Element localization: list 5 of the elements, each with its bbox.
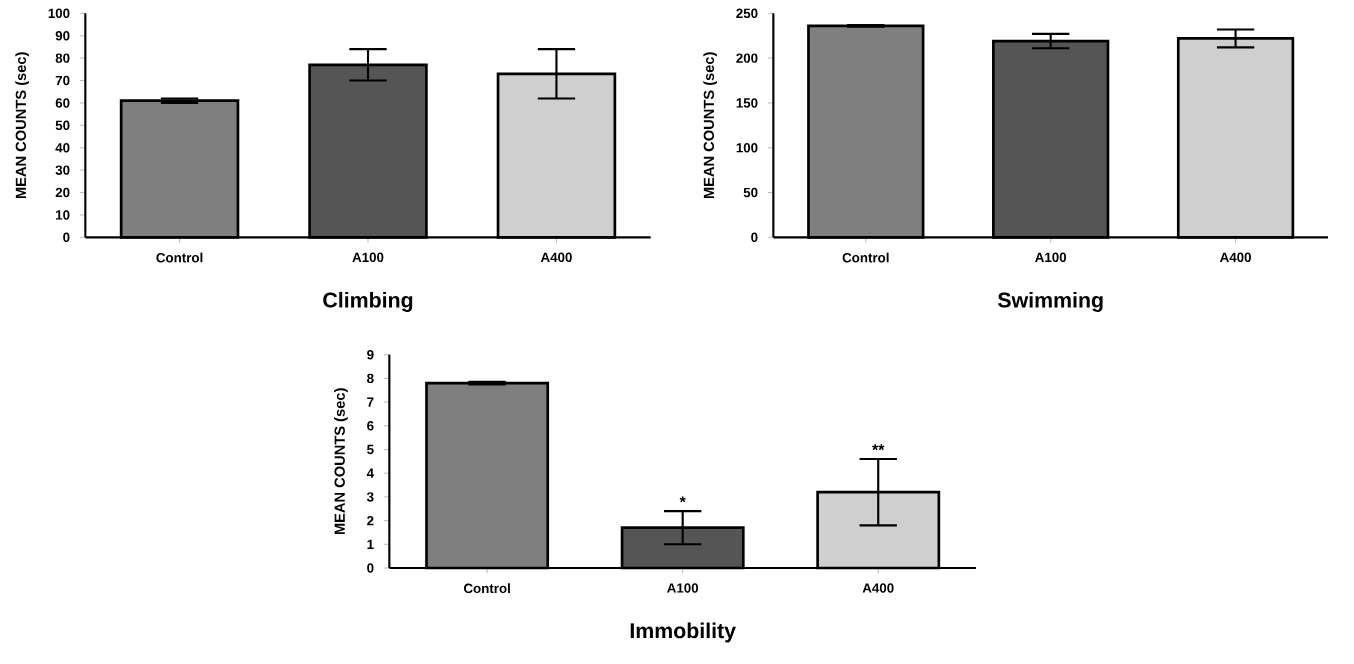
annotation: **: [872, 444, 885, 451]
x-axis-title: Climbing: [323, 291, 413, 312]
x-axis-title: Immobility: [630, 622, 736, 643]
x-axis-title: Swimming: [997, 291, 1103, 312]
annotation: *: [679, 496, 686, 503]
